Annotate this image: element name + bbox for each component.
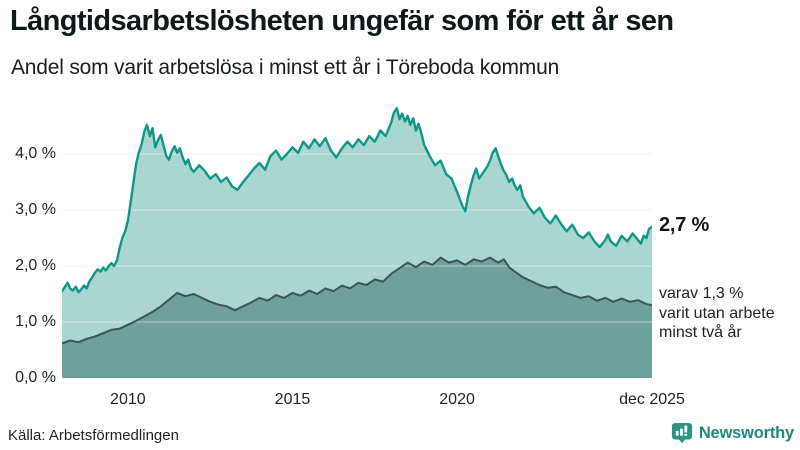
- y-tick-label: 0,0 %: [15, 369, 56, 386]
- trend-line-series-2: [62, 256, 652, 345]
- y-tick-label: 2,0 %: [15, 257, 56, 274]
- note-line-2: varit utan arbete: [659, 304, 775, 322]
- chart-subtitle: Andel som varit arbetslösa i minst ett å…: [11, 56, 560, 79]
- x-tick-label: 2015: [274, 391, 311, 408]
- note-line-3: minst två år: [659, 324, 742, 341]
- x-tick-label: 2010: [110, 391, 146, 408]
- y-tick-label: 1,0 %: [15, 313, 56, 330]
- area-chart: [62, 106, 652, 378]
- x-tick-label: 2020: [439, 391, 475, 408]
- secondary-note: varav 1,3 % varit utan arbete minst två …: [659, 284, 775, 343]
- x-tick-label: dec 2025: [619, 391, 685, 408]
- source-attribution: Källa: Arbetsförmedlingen: [8, 427, 179, 444]
- newsworthy-wordmark: Newsworthy: [698, 424, 794, 442]
- y-tick-label: 4,0 %: [15, 145, 56, 162]
- newsworthy-chart-bubble-icon: [671, 422, 692, 444]
- note-line-1: varav 1,3 %: [659, 285, 744, 302]
- chart-plot-area: [62, 90, 652, 378]
- area-fill-series-2: [62, 257, 652, 378]
- y-tick-label: 3,0 %: [15, 201, 56, 218]
- latest-value-label: 2,7 %: [659, 214, 710, 236]
- page-title: Långtidsarbetslösheten ungefär som för e…: [10, 5, 674, 37]
- trend-line-series-1: [62, 106, 652, 294]
- newsworthy-logo: Newsworthy: [671, 422, 794, 445]
